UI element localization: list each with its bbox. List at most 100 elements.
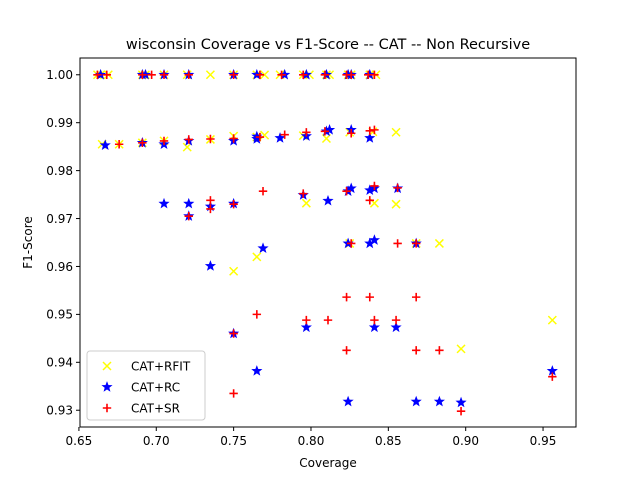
- legend-entry: CAT+SR: [102, 402, 180, 416]
- plot-frame: [79, 57, 577, 428]
- data-point: [183, 197, 195, 209]
- data-point: [114, 140, 124, 149]
- data-point: [547, 315, 557, 325]
- data-point: [320, 127, 330, 136]
- data-point: [370, 70, 379, 79]
- data-point: [159, 70, 169, 79]
- data-point: [411, 239, 421, 248]
- y-tick-label: 0.97: [46, 212, 73, 226]
- data-point: [342, 292, 351, 302]
- data-point: [320, 70, 330, 79]
- y-tick-label: 0.99: [46, 116, 73, 130]
- data-point: [370, 181, 379, 191]
- data-point: [138, 70, 147, 79]
- data-point: [252, 252, 262, 262]
- data-point: [159, 136, 169, 146]
- data-point: [411, 292, 421, 302]
- data-point: [302, 315, 311, 325]
- data-point: [391, 315, 401, 325]
- data-point: [229, 199, 238, 209]
- data-point: [184, 70, 193, 79]
- legend-marker: [102, 403, 112, 413]
- data-point: [260, 70, 270, 80]
- data-point: [390, 321, 402, 333]
- y-tick-label: 0.94: [46, 356, 73, 370]
- data-point: [365, 126, 374, 136]
- data-point: [184, 135, 193, 144]
- y-tick-label: 0.98: [46, 164, 73, 178]
- data-point: [229, 266, 239, 276]
- y-tick-label: 0.93: [46, 404, 73, 418]
- x-tick-label: 0.90: [452, 434, 479, 448]
- data-point: [147, 70, 156, 79]
- x-tick-label: 0.75: [220, 434, 247, 448]
- y-axis-label: F1-Score: [21, 216, 35, 268]
- data-point: [433, 395, 445, 407]
- points-layer: [92, 68, 558, 416]
- data-point: [257, 242, 269, 253]
- data-point: [251, 365, 263, 376]
- data-point: [455, 396, 467, 408]
- data-point: [158, 197, 170, 209]
- data-point: [323, 315, 333, 325]
- data-point: [182, 142, 192, 152]
- legend-label: CAT+RFIT: [131, 360, 191, 374]
- series-cat-sr: [93, 70, 557, 416]
- data-point: [393, 239, 402, 248]
- data-point: [321, 133, 331, 144]
- data-point: [368, 321, 380, 333]
- data-point: [347, 239, 356, 248]
- data-point: [255, 70, 265, 79]
- x-tick-label: 0.85: [375, 434, 402, 448]
- data-point: [301, 198, 311, 208]
- legend-box: [86, 350, 206, 421]
- data-point: [365, 196, 374, 205]
- data-point: [99, 139, 111, 150]
- legend-label: CAT+SR: [131, 402, 180, 416]
- data-point: [229, 389, 238, 398]
- data-point: [368, 234, 380, 245]
- x-axis: 0.65 0.70 0.75 0.80 0.85 0.90 0.95: [66, 427, 557, 448]
- data-point: [391, 127, 401, 137]
- x-tick-label: 0.80: [298, 434, 325, 448]
- data-point: [434, 238, 444, 248]
- data-point: [229, 70, 238, 79]
- data-point: [323, 124, 336, 135]
- data-point: [206, 204, 215, 214]
- data-point: [206, 134, 215, 144]
- y-tick-label: 0.95: [46, 308, 73, 322]
- legend: CAT+RFIT CAT+RC CAT+SR: [86, 350, 206, 421]
- data-point: [347, 129, 356, 138]
- data-point: [456, 344, 466, 354]
- legend-entry: CAT+RFIT: [102, 360, 191, 374]
- data-point: [204, 260, 216, 271]
- x-tick-label: 0.95: [530, 434, 557, 448]
- data-point: [205, 70, 215, 80]
- data-point: [365, 292, 374, 302]
- data-point: [370, 315, 379, 325]
- y-axis: 0.93 0.94 0.95 0.96 0.97 0.98 0.99 1.00: [46, 68, 80, 418]
- data-point: [393, 183, 402, 193]
- data-point: [347, 70, 356, 79]
- data-point: [300, 321, 312, 333]
- data-point: [277, 70, 286, 79]
- data-point: [280, 130, 289, 139]
- data-point: [435, 346, 444, 355]
- legend-marker: [101, 381, 113, 392]
- legend-items: CAT+RFIT CAT+RC CAT+SR: [101, 360, 191, 416]
- data-point: [322, 194, 334, 206]
- x-tick-label: 0.65: [66, 434, 93, 448]
- data-point: [370, 125, 379, 135]
- x-tick-label: 0.70: [143, 434, 170, 448]
- data-point: [364, 132, 376, 143]
- legend-label: CAT+RC: [131, 381, 180, 395]
- legend-entry: CAT+RC: [101, 381, 180, 395]
- series-cat-rfit: [92, 70, 557, 354]
- data-point: [229, 134, 238, 143]
- data-point: [229, 329, 238, 338]
- data-point: [102, 70, 111, 79]
- x-axis-label: Coverage: [299, 456, 357, 470]
- data-point: [255, 132, 265, 142]
